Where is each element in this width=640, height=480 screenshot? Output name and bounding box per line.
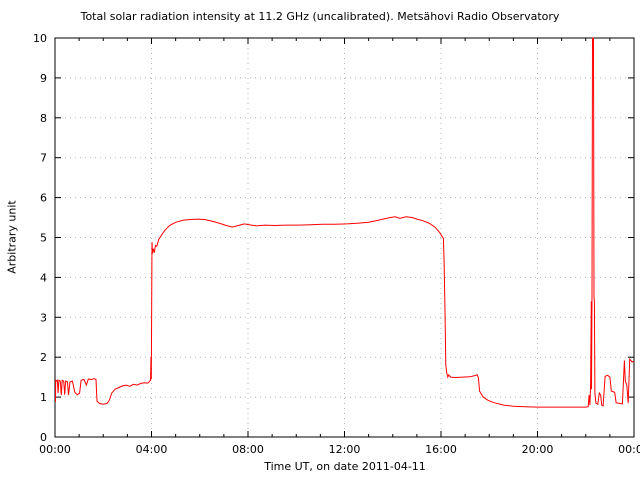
y-tick-label: 4: [40, 271, 47, 284]
y-tick-label: 3: [40, 311, 47, 324]
x-axis-label: Time UT, on date 2011-04-11: [264, 460, 426, 473]
x-tick-label: 00:00: [618, 443, 640, 456]
x-tick-label: 12:00: [329, 443, 361, 456]
y-tick-label: 8: [40, 112, 47, 125]
x-tick-label: 00:00: [39, 443, 71, 456]
plot-frame: [54, 37, 635, 438]
series-line-total-solar-radiation-11.2GHz: [55, 37, 634, 408]
y-tick-label: 7: [40, 152, 47, 165]
y-axis-label: Arbitrary unit: [5, 200, 19, 274]
y-tick-label: 5: [40, 232, 47, 245]
x-tick-label: 08:00: [232, 443, 264, 456]
y-tick-label: 0: [40, 431, 47, 444]
y-tick-label: 6: [40, 192, 47, 205]
x-tick-label: 20:00: [522, 443, 554, 456]
y-tick-label: 2: [40, 351, 47, 364]
y-tick-label: 10: [33, 32, 47, 45]
chart-title: Total solar radiation intensity at 11.2 …: [80, 10, 560, 23]
y-tick-label: 1: [40, 391, 47, 404]
x-tick-label: 16:00: [425, 443, 457, 456]
y-tick-label: 9: [40, 72, 47, 85]
x-tick-label: 04:00: [136, 443, 168, 456]
